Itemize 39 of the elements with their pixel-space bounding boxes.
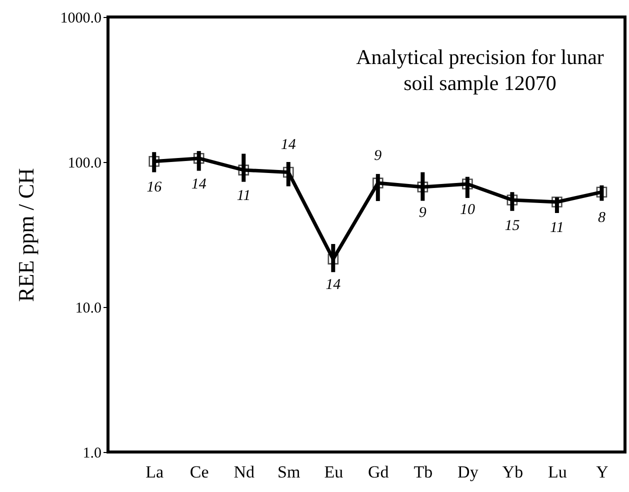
x-tick-label: Sm — [278, 462, 300, 482]
annotation: 8 — [598, 210, 606, 226]
annotation: 14 — [280, 137, 296, 154]
annotation: 14 — [326, 277, 342, 294]
point — [462, 178, 473, 190]
x-tick-label: Ce — [190, 462, 209, 482]
point — [506, 194, 518, 206]
x-tick-label: Eu — [324, 462, 344, 482]
point — [238, 164, 250, 176]
x-tick-label: Lu — [548, 462, 568, 482]
x-tick-label: Y — [596, 462, 608, 482]
point — [417, 182, 428, 192]
annotation: 9 — [374, 148, 382, 164]
y-tick-label: 100.0 — [68, 156, 102, 172]
y-tick-label: 1000.0 — [60, 10, 102, 26]
x-tick-label: Yb — [502, 462, 524, 482]
x-tick-label: Gd — [368, 462, 390, 482]
y-tick-label: 1.0 — [82, 446, 102, 462]
point — [282, 166, 294, 178]
x-tick-label: Nd — [234, 462, 256, 482]
point — [552, 196, 562, 208]
annotation: 15 — [504, 218, 520, 234]
annotation: 11 — [550, 220, 564, 236]
annotation: 16 — [146, 179, 162, 196]
x-tick-label: Tb — [414, 462, 433, 482]
point — [372, 178, 384, 188]
y-tick-label: 10.0 — [75, 300, 102, 316]
y-axis-title: REE ppm / CH — [13, 168, 38, 302]
annotation: 10 — [460, 202, 476, 218]
x-tick-label: Dy — [458, 462, 479, 482]
text: Analytical precision for lunar soil sample 12070 — [356, 45, 604, 95]
point — [148, 156, 160, 167]
annotation: 11 — [236, 188, 251, 204]
x-tick-label: La — [146, 462, 164, 482]
annotation: 14 — [191, 176, 207, 192]
point — [328, 254, 339, 264]
point — [596, 186, 608, 198]
annotation: 9 — [418, 205, 427, 222]
point — [193, 152, 204, 164]
